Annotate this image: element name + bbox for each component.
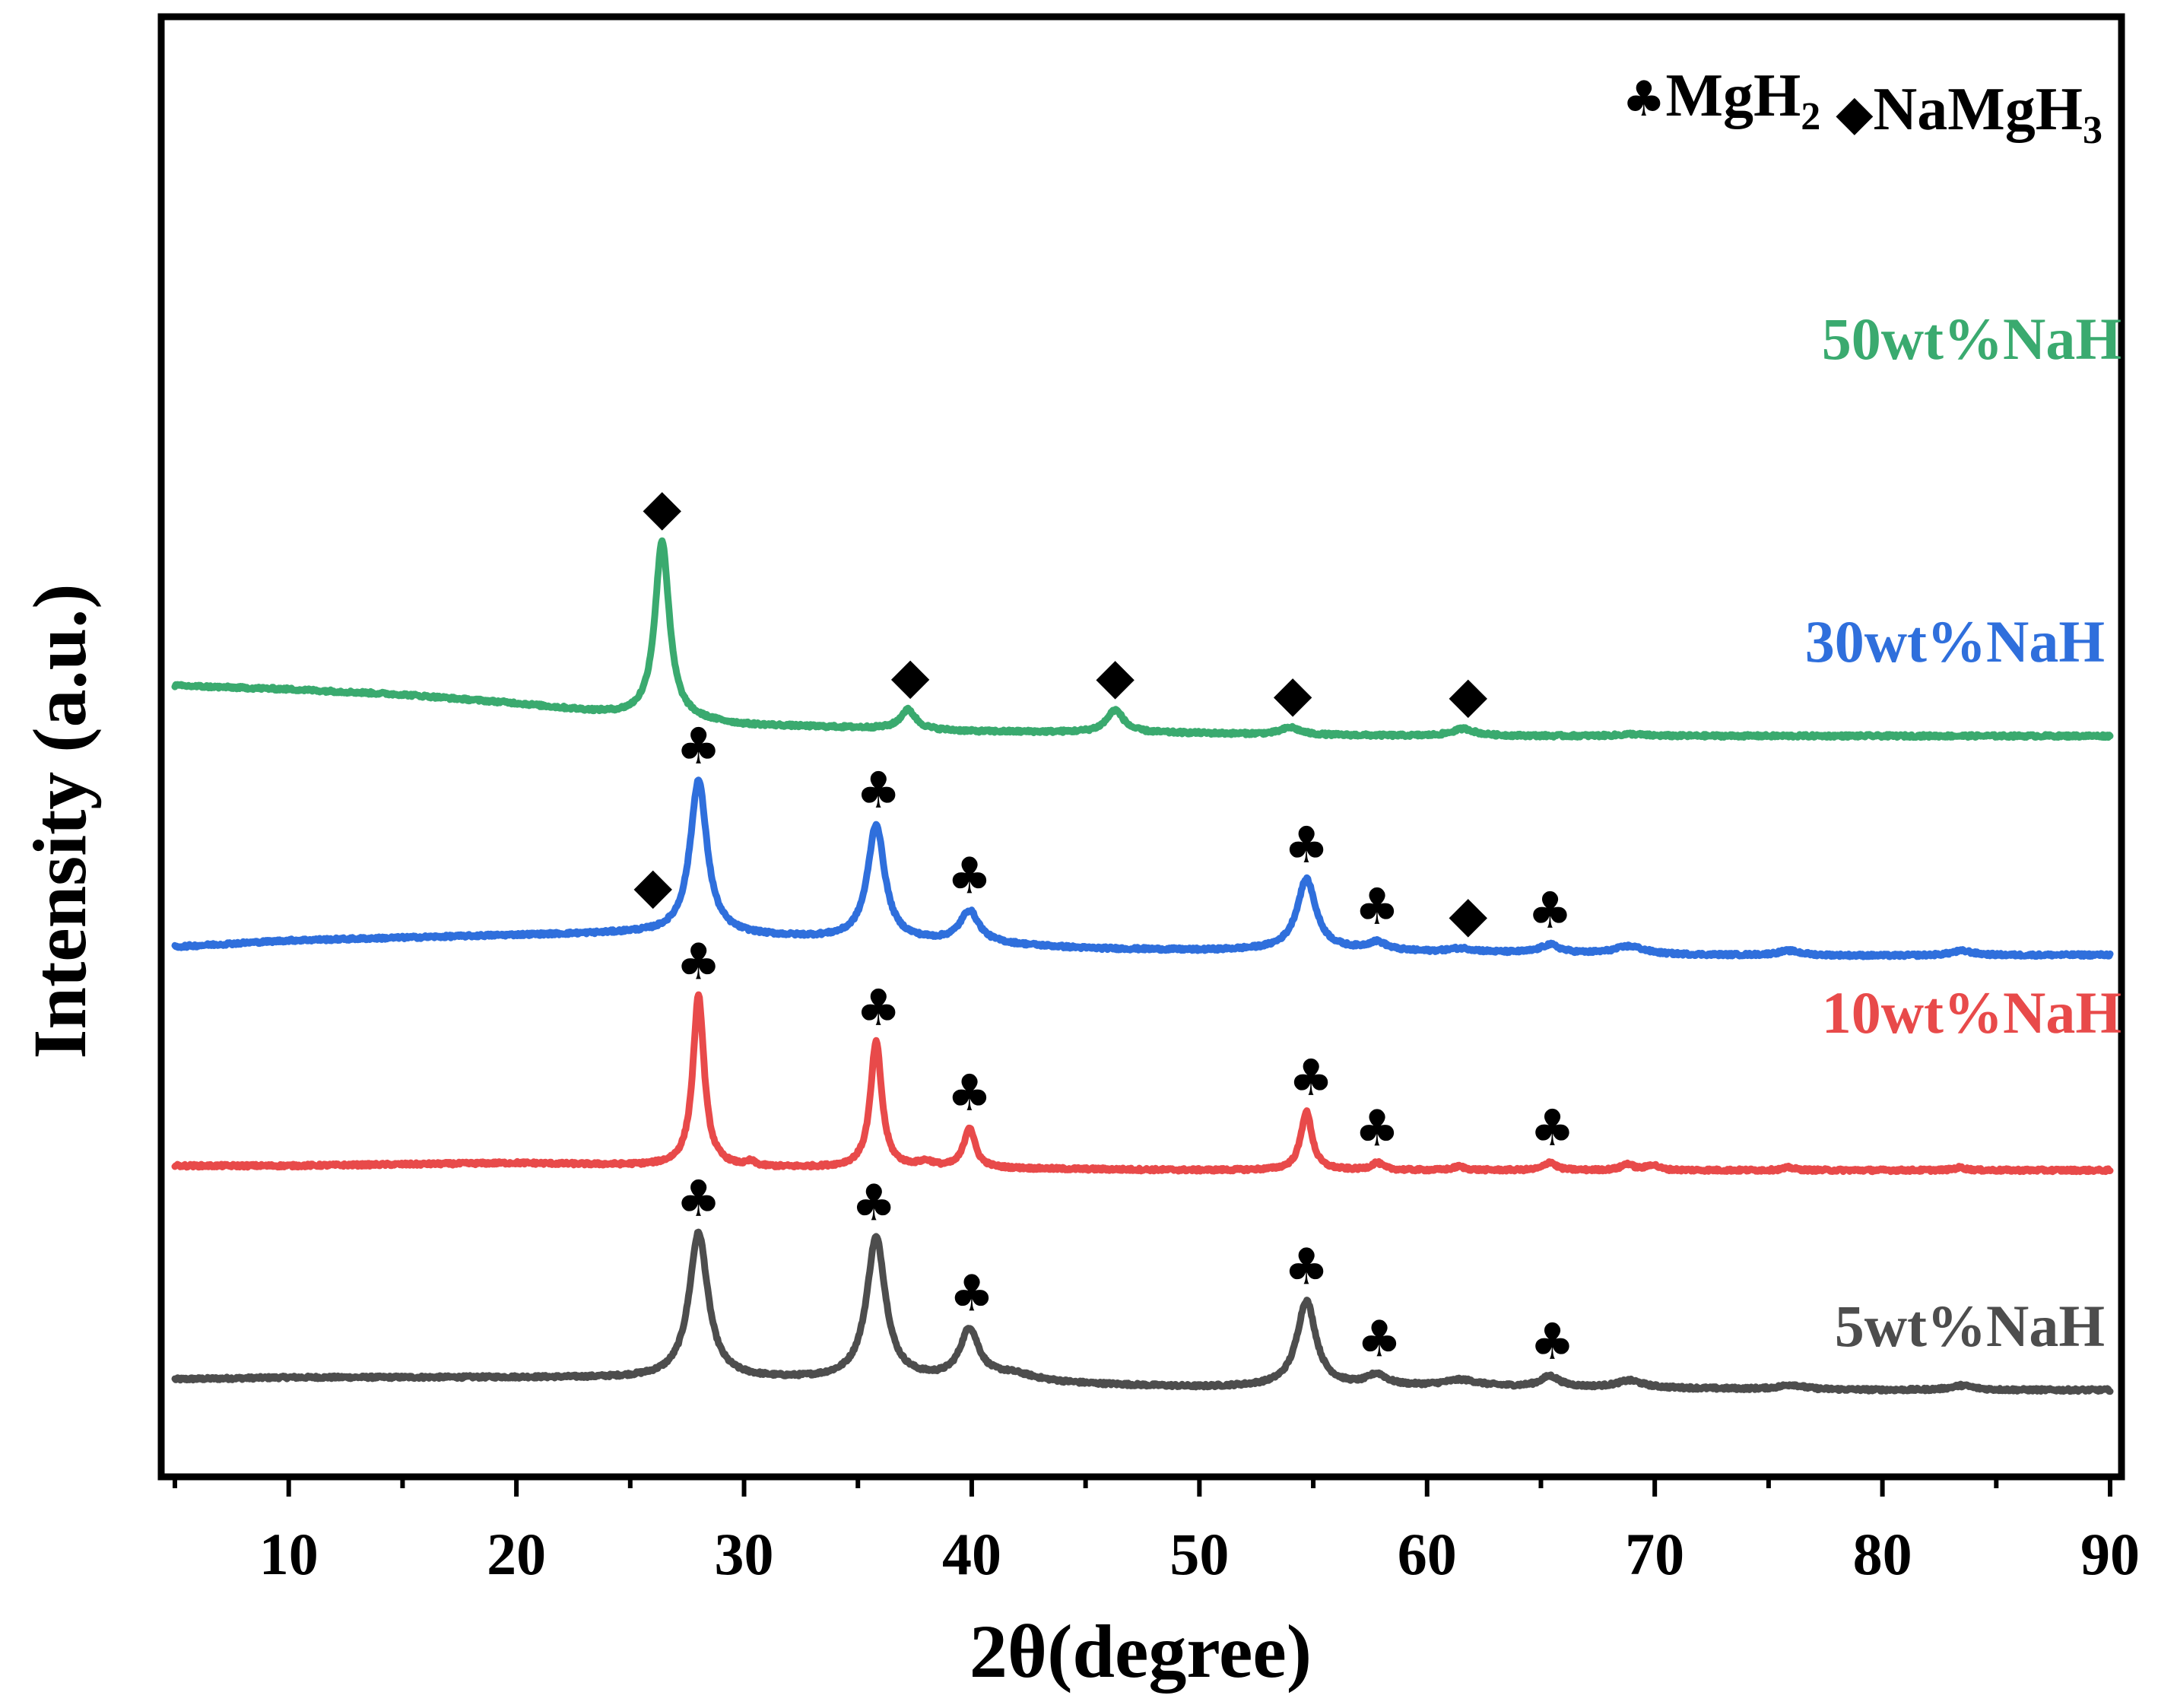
namgh3-marker-18: ◆ (633, 856, 672, 915)
peak-annotations: ♣ ♣♣ ♣♣ ♣♣♣♣ ♣♣ ♣♣♣♣♣♣ ♣◆ ◆◆◆ ◆ ◆ ◆ (633, 478, 1575, 1371)
y-axis-title: Intensity (a.u.) (17, 583, 102, 1059)
legend-text: ♣MgH2 ◆NaMgH3 (1622, 62, 2102, 152)
mgh2-marker-6: ♣ (676, 933, 721, 992)
mgh2-marker-1: ♣ (852, 1174, 897, 1233)
diamond-icon: ◆ (1836, 85, 1874, 141)
mgh2-marker-15: ♣ (1284, 816, 1329, 875)
mgh2-marker-4: ♣ (1357, 1310, 1401, 1369)
series-line-10wt-nah (171, 991, 2114, 1176)
namgh3-marker-21: ◆ (891, 646, 930, 705)
series-label-30wt-nah: 30wt%NaH (1805, 608, 2105, 675)
mgh2-marker-16: ♣ (1354, 878, 1399, 936)
mgh2-marker-3: ♣ (1284, 1237, 1329, 1296)
mgh2-marker-8: ♣ (947, 1064, 992, 1122)
mgh2-marker-5: ♣ (1530, 1313, 1575, 1371)
series-line-5wt-nah (171, 1228, 2114, 1395)
x-tick-label-80: 80 (1853, 1521, 1912, 1587)
series-label-10wt-nah: 10wt%NaH (1822, 979, 2122, 1046)
legend: ♣MgH2 ◆NaMgH3 (1622, 62, 2102, 152)
mgh2-marker-9: ♣ (1289, 1049, 1334, 1107)
x-tick-label-50: 50 (1169, 1521, 1229, 1587)
series-line-50wt-nah (171, 537, 2114, 741)
mgh2-marker-17: ♣ (1528, 881, 1572, 940)
x-axis-title: 2θ(degree) (970, 1609, 1312, 1694)
x-axis: 10 20 30 40 50 60 70 80 90 (173, 1477, 2140, 1587)
series-layer (171, 537, 2114, 1395)
namgh3-marker-20: ◆ (643, 478, 681, 536)
mgh2-marker-12: ♣ (676, 717, 721, 776)
x-tick-label-70: 70 (1625, 1521, 1684, 1587)
legend-label-namgh: NaMgH (1873, 76, 2083, 143)
x-tick-label-60: 60 (1398, 1521, 1457, 1587)
legend-subscript-namgh: 3 (2083, 109, 2102, 152)
x-tick-label-30: 30 (715, 1521, 774, 1587)
x-tick-label-10: 10 (259, 1521, 319, 1587)
series-label-5wt-nah: 5wt%NaH (1835, 1293, 2105, 1359)
namgh3-marker-19: ◆ (1449, 885, 1487, 944)
mgh2-marker-13: ♣ (856, 761, 901, 820)
namgh3-marker-24: ◆ (1449, 665, 1487, 724)
mgh2-marker-14: ♣ (947, 847, 992, 906)
club-icon: ♣ (1622, 71, 1665, 128)
series-line-30wt-nah (171, 776, 2114, 960)
legend-subscript-mgh: 2 (1801, 95, 1820, 138)
legend-label-mgh: MgH (1666, 62, 1801, 129)
namgh3-marker-23: ◆ (1274, 665, 1312, 723)
mgh2-marker-11: ♣ (1530, 1099, 1575, 1157)
x-tick-label-20: 20 (487, 1521, 546, 1587)
mgh2-marker-10: ♣ (1354, 1100, 1399, 1158)
mgh2-marker-2: ♣ (949, 1264, 994, 1322)
x-tick-label-40: 40 (942, 1521, 1001, 1587)
namgh3-marker-22: ◆ (1096, 647, 1135, 706)
plot-frame (157, 13, 2125, 1481)
series-label-50wt-nah: 50wt%NaH (1822, 306, 2122, 372)
x-tick-label-90: 90 (2080, 1521, 2140, 1587)
mgh2-marker-0: ♣ (676, 1170, 721, 1228)
mgh2-marker-7: ♣ (856, 979, 901, 1037)
series-labels: 5wt%NaH 10wt%NaH 30wt%NaH 50wt%NaH (1805, 306, 2122, 1359)
